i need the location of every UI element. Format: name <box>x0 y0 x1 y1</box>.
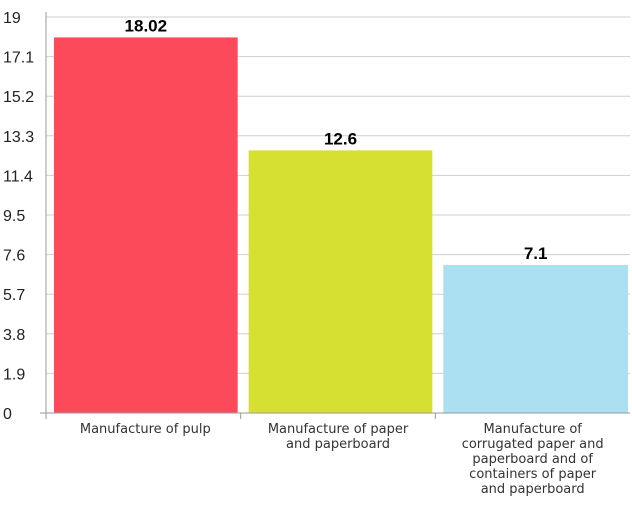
labels: 0 1.9 3.8 5.7 7.6 9.5 11.4 13.3 15.2 17.1 19 18.02 M… <box>3 10 604 497</box>
bar-value-label: 7.1 <box>524 244 548 263</box>
x-tick-label: Manufacture of corrugated paper and paperb… <box>462 422 604 497</box>
y-tick-label: 19 <box>3 10 21 27</box>
y-tick-label: 17.1 <box>3 50 34 67</box>
bar <box>443 265 628 413</box>
x-tick-label: Manufacture of paper and paperboard <box>268 422 409 452</box>
y-tick-label: 7.6 <box>3 248 25 265</box>
y-tick-label: 1.9 <box>3 366 25 383</box>
x-tick-label-line: and paperboard <box>286 437 390 452</box>
bar-value-label: 18.02 <box>125 16 168 35</box>
y-tick-label: 13.3 <box>3 129 34 146</box>
x-tick-label-line: Manufacture of pulp <box>80 422 211 437</box>
bar <box>54 37 238 413</box>
y-tick-label: 9.5 <box>3 208 25 225</box>
axes <box>40 12 630 419</box>
x-tick-label-line: corrugated paper and <box>462 437 604 452</box>
y-tick-label: 0 <box>3 406 12 423</box>
bars <box>54 37 628 414</box>
x-tick-label-line: Manufacture of paper <box>268 422 409 437</box>
y-tick-label: 15.2 <box>3 89 34 106</box>
bar-value-label: 12.6 <box>324 129 357 148</box>
y-tick-label: 11.4 <box>3 168 33 185</box>
y-tick-label: 5.7 <box>3 287 25 304</box>
y-tick-label: 3.8 <box>3 327 25 344</box>
bar <box>248 150 433 414</box>
x-tick-label-line: and paperboard <box>481 482 585 497</box>
x-tick-label: Manufacture of pulp <box>80 422 211 437</box>
x-tick-label-line: paperboard and of <box>472 452 593 467</box>
x-tick-label-line: containers of paper <box>469 467 597 482</box>
x-tick-label-line: Manufacture of <box>483 422 582 437</box>
